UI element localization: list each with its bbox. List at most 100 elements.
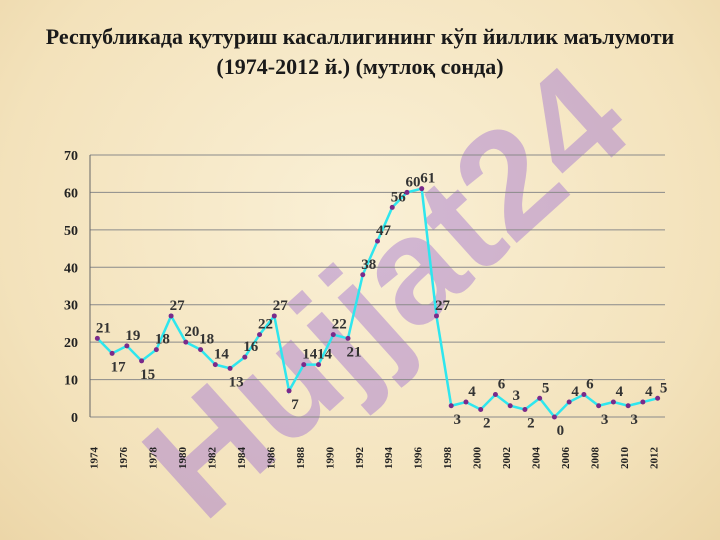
chart-title: Республикада қутуриш касаллигининг кўп й…	[45, 24, 675, 79]
x-tick-label: 2008	[590, 447, 602, 470]
y-tick-label: 30	[64, 299, 78, 314]
x-tick-label: 1976	[118, 447, 130, 470]
marker	[242, 354, 248, 360]
x-tick-label: 2012	[649, 447, 661, 470]
marker	[655, 395, 661, 401]
data-label: 2	[483, 416, 491, 432]
y-tick-label: 50	[64, 224, 78, 239]
marker	[419, 186, 425, 192]
x-tick-label: 1984	[236, 447, 248, 470]
marker	[94, 335, 100, 341]
data-label: 5	[542, 380, 550, 396]
marker	[537, 395, 543, 401]
data-label: 13	[229, 374, 244, 390]
y-tick-label: 70	[64, 149, 78, 164]
x-tick-label: 1992	[354, 447, 366, 470]
data-label: 4	[468, 384, 476, 400]
data-label: 56	[391, 189, 407, 205]
data-label: 27	[435, 298, 451, 314]
data-label: 3	[512, 388, 520, 404]
data-label: 16	[243, 339, 259, 355]
x-tick-label: 1996	[413, 447, 425, 470]
marker	[375, 238, 380, 244]
y-tick-label: 60	[64, 186, 78, 201]
x-tick-label: 1994	[383, 447, 395, 470]
marker	[551, 414, 557, 420]
data-label: 18	[199, 332, 214, 348]
marker	[227, 365, 233, 371]
marker	[360, 272, 366, 278]
data-label: 22	[258, 317, 273, 333]
marker	[212, 362, 218, 368]
marker	[183, 339, 189, 345]
data-label: 47	[376, 223, 392, 239]
data-label: 15	[140, 367, 155, 383]
marker	[625, 403, 631, 409]
x-tick-label: 1974	[88, 447, 100, 470]
marker	[124, 343, 130, 349]
marker	[566, 399, 572, 405]
x-tick-label: 1978	[147, 447, 159, 470]
data-label: 14	[214, 347, 230, 363]
marker	[168, 313, 174, 319]
marker	[153, 347, 159, 353]
data-label: 38	[361, 257, 376, 273]
x-tick-label: 1998	[442, 447, 454, 470]
marker	[507, 403, 513, 409]
marker	[271, 313, 277, 319]
data-label: 22	[332, 317, 347, 333]
data-label: 17	[111, 359, 127, 375]
x-tick-label: 1982	[206, 447, 218, 470]
marker	[109, 350, 115, 356]
data-label: 3	[601, 412, 609, 428]
data-label: 6	[586, 377, 594, 393]
marker	[581, 392, 587, 398]
x-tick-label: 2004	[531, 447, 543, 470]
marker	[492, 392, 498, 398]
data-label: 60	[405, 174, 420, 190]
data-label: 2	[527, 416, 535, 432]
data-label: 7	[291, 397, 299, 413]
marker	[198, 347, 204, 353]
data-label: 61	[420, 171, 435, 187]
marker	[316, 362, 322, 368]
data-label: 0	[557, 423, 565, 439]
data-label: 20	[184, 324, 199, 340]
marker	[345, 335, 351, 341]
data-label: 5	[660, 380, 668, 396]
data-label: 4	[645, 384, 653, 400]
y-tick-label: 10	[64, 374, 78, 389]
y-tick-label: 0	[71, 411, 78, 426]
x-tick-label: 2002	[501, 447, 513, 470]
x-tick-label: 1980	[177, 447, 189, 470]
data-label: 21	[347, 344, 362, 360]
data-label: 21	[96, 320, 111, 336]
marker	[640, 399, 646, 405]
x-tick-label: 1990	[324, 447, 336, 470]
data-label: 14	[302, 347, 318, 363]
marker	[139, 358, 145, 364]
x-tick-label: 2000	[472, 447, 484, 470]
y-tick-label: 40	[64, 261, 78, 276]
marker	[448, 403, 454, 409]
marker	[596, 403, 602, 409]
data-label: 14	[317, 347, 333, 363]
marker	[301, 362, 307, 368]
marker	[257, 332, 263, 338]
data-label: 27	[273, 298, 289, 314]
data-label: 18	[155, 332, 170, 348]
data-label: 4	[616, 384, 624, 400]
x-tick-label: 2010	[619, 447, 631, 470]
y-tick-label: 20	[64, 336, 78, 351]
x-tick-label: 1988	[295, 447, 307, 470]
marker	[286, 388, 292, 394]
marker	[522, 407, 528, 413]
marker	[463, 399, 469, 405]
marker	[433, 313, 439, 319]
marker	[610, 399, 616, 405]
data-label: 6	[498, 377, 506, 393]
x-tick-label: 1986	[265, 447, 277, 470]
data-label: 27	[170, 298, 186, 314]
